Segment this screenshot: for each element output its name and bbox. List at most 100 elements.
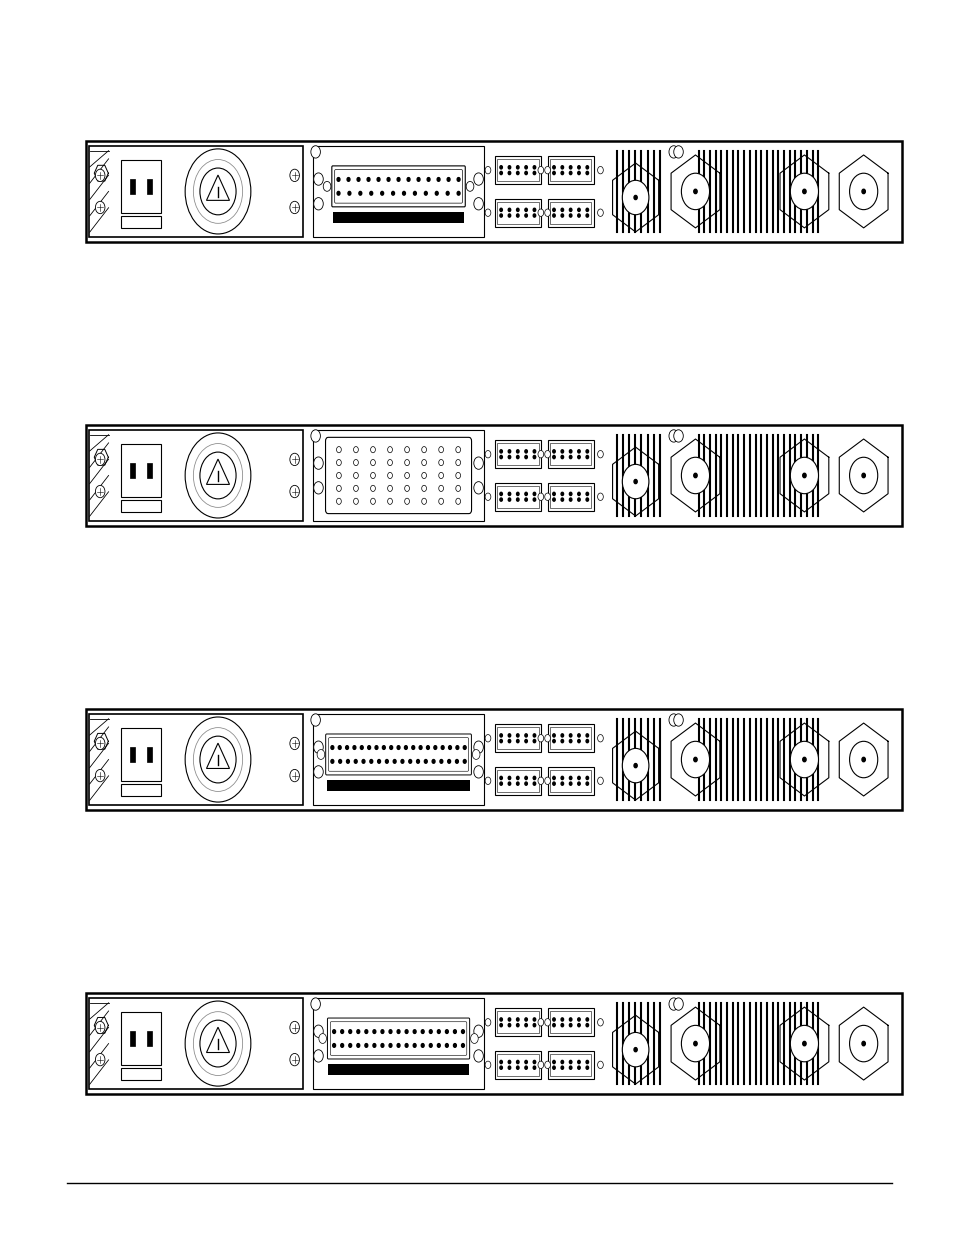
Bar <box>121 216 160 228</box>
Circle shape <box>387 473 392 479</box>
Circle shape <box>560 450 563 453</box>
Circle shape <box>524 740 527 742</box>
Circle shape <box>569 498 571 501</box>
Bar <box>497 201 538 224</box>
Circle shape <box>585 1066 588 1070</box>
Circle shape <box>524 1066 527 1070</box>
Circle shape <box>95 453 105 466</box>
Circle shape <box>560 493 563 495</box>
Circle shape <box>578 777 579 779</box>
Circle shape <box>537 451 543 458</box>
Bar <box>549 727 591 750</box>
Polygon shape <box>780 1007 828 1081</box>
Circle shape <box>544 451 550 458</box>
Circle shape <box>474 766 483 778</box>
Circle shape <box>290 453 299 466</box>
Circle shape <box>314 482 323 494</box>
Circle shape <box>533 1066 536 1070</box>
Circle shape <box>461 1030 464 1034</box>
Bar <box>130 747 134 762</box>
Circle shape <box>524 493 527 495</box>
Circle shape <box>416 760 419 763</box>
Circle shape <box>560 209 563 211</box>
Circle shape <box>373 1030 375 1034</box>
Bar <box>86 993 901 1094</box>
Circle shape <box>693 1041 697 1046</box>
Bar <box>130 179 134 194</box>
Circle shape <box>95 201 105 214</box>
Circle shape <box>470 1034 477 1044</box>
Polygon shape <box>670 438 720 513</box>
Circle shape <box>367 746 370 750</box>
Circle shape <box>499 1024 502 1026</box>
Circle shape <box>578 165 579 169</box>
Polygon shape <box>206 459 230 484</box>
Bar <box>121 1068 160 1081</box>
Polygon shape <box>839 154 887 228</box>
Bar <box>313 714 484 805</box>
Circle shape <box>516 456 518 458</box>
Bar <box>547 483 593 511</box>
Circle shape <box>524 456 527 458</box>
Circle shape <box>447 178 450 182</box>
Circle shape <box>597 493 602 500</box>
Circle shape <box>668 998 678 1010</box>
Circle shape <box>544 777 550 784</box>
Polygon shape <box>670 722 720 797</box>
Bar <box>495 440 540 468</box>
Circle shape <box>200 168 235 215</box>
Circle shape <box>485 209 491 216</box>
Circle shape <box>533 740 536 742</box>
Circle shape <box>524 777 527 779</box>
Circle shape <box>314 766 323 778</box>
Circle shape <box>290 169 299 182</box>
Circle shape <box>552 456 555 458</box>
Circle shape <box>314 198 323 210</box>
Circle shape <box>356 1044 359 1047</box>
Circle shape <box>338 746 341 750</box>
Circle shape <box>311 146 320 158</box>
Bar <box>121 445 160 496</box>
Circle shape <box>376 178 379 182</box>
Circle shape <box>318 1034 326 1044</box>
Circle shape <box>409 760 412 763</box>
Bar <box>547 767 593 795</box>
Circle shape <box>578 450 579 453</box>
Bar <box>549 1053 591 1076</box>
Circle shape <box>370 498 375 504</box>
Circle shape <box>524 1018 527 1021</box>
Circle shape <box>524 172 527 174</box>
Circle shape <box>185 433 251 517</box>
Polygon shape <box>839 1007 887 1081</box>
Circle shape <box>360 746 363 750</box>
Circle shape <box>434 746 436 750</box>
Circle shape <box>516 1024 518 1026</box>
Circle shape <box>364 1030 367 1034</box>
Circle shape <box>461 1044 464 1047</box>
Bar <box>549 443 591 466</box>
Bar <box>547 1051 593 1079</box>
Circle shape <box>569 450 571 453</box>
Circle shape <box>552 493 555 495</box>
Bar <box>147 179 152 194</box>
Circle shape <box>441 746 444 750</box>
Circle shape <box>354 447 358 453</box>
Circle shape <box>499 740 502 742</box>
Bar <box>495 724 540 752</box>
Circle shape <box>373 1044 375 1047</box>
Bar <box>497 159 538 182</box>
Circle shape <box>585 165 588 169</box>
Circle shape <box>585 493 588 495</box>
Circle shape <box>314 173 323 185</box>
Circle shape <box>569 172 571 174</box>
Circle shape <box>370 459 375 466</box>
Circle shape <box>290 1053 299 1066</box>
Circle shape <box>597 167 602 174</box>
Circle shape <box>552 734 555 737</box>
Bar <box>547 440 593 468</box>
Circle shape <box>533 214 536 217</box>
Circle shape <box>560 172 563 174</box>
Circle shape <box>185 718 251 802</box>
Circle shape <box>193 1011 242 1076</box>
Circle shape <box>789 1025 818 1062</box>
